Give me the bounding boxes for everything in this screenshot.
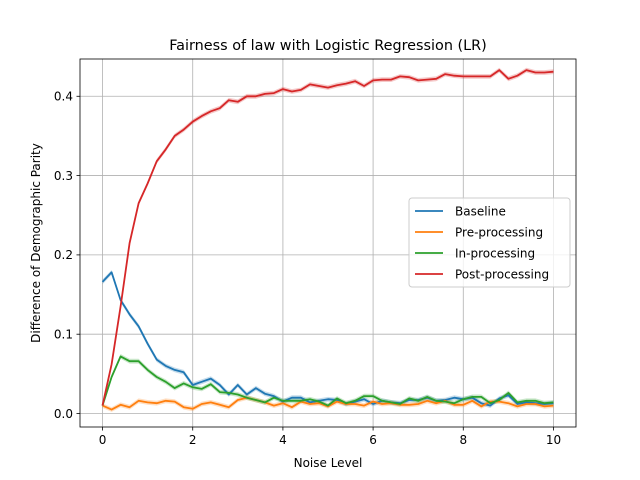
legend-label-in-processing: In-processing xyxy=(455,246,535,260)
series-lines xyxy=(101,69,554,411)
plot-frame xyxy=(79,58,577,428)
y-tick-label: 0.2 xyxy=(54,248,73,262)
y-axis-label: Difference of Demographic Parity xyxy=(29,143,43,343)
chart-title: Fairness of law with Logistic Regression… xyxy=(169,38,487,54)
legend: Baseline Pre-processing In-processing Post-… xyxy=(408,197,571,288)
pre-processing-band xyxy=(102,395,554,412)
legend-label-pre-processing: Pre-processing xyxy=(455,225,543,239)
x-tick-label: 2 xyxy=(189,433,197,447)
x-tick-label: 0 xyxy=(99,433,107,447)
y-tick-label: 0.1 xyxy=(54,328,73,342)
legend-items: Baseline Pre-processing In-processing Post-… xyxy=(415,204,549,281)
x-tick-label: 10 xyxy=(546,433,561,447)
legend-label-post-processing: Post-processing xyxy=(455,267,549,281)
post-processing-line xyxy=(101,69,554,406)
x-tick-label: 8 xyxy=(459,433,467,447)
x-tick-label: 6 xyxy=(369,433,377,447)
y-tick-label: 0.0 xyxy=(54,407,73,421)
legend-box xyxy=(408,197,571,288)
in-processing-line xyxy=(101,355,554,407)
baseline-line xyxy=(101,271,554,407)
y-tick-label: 0.3 xyxy=(54,169,73,183)
y-tick-label: 0.4 xyxy=(54,90,73,104)
grid xyxy=(80,59,576,427)
axis-ticks: 0 2 4 6 8 10 0.0 0.1 0.2 0.3 0.4 xyxy=(54,90,561,447)
x-tick-label: 4 xyxy=(279,433,287,447)
legend-label-baseline: Baseline xyxy=(455,204,506,218)
x-axis-label: Noise Level xyxy=(294,456,363,470)
